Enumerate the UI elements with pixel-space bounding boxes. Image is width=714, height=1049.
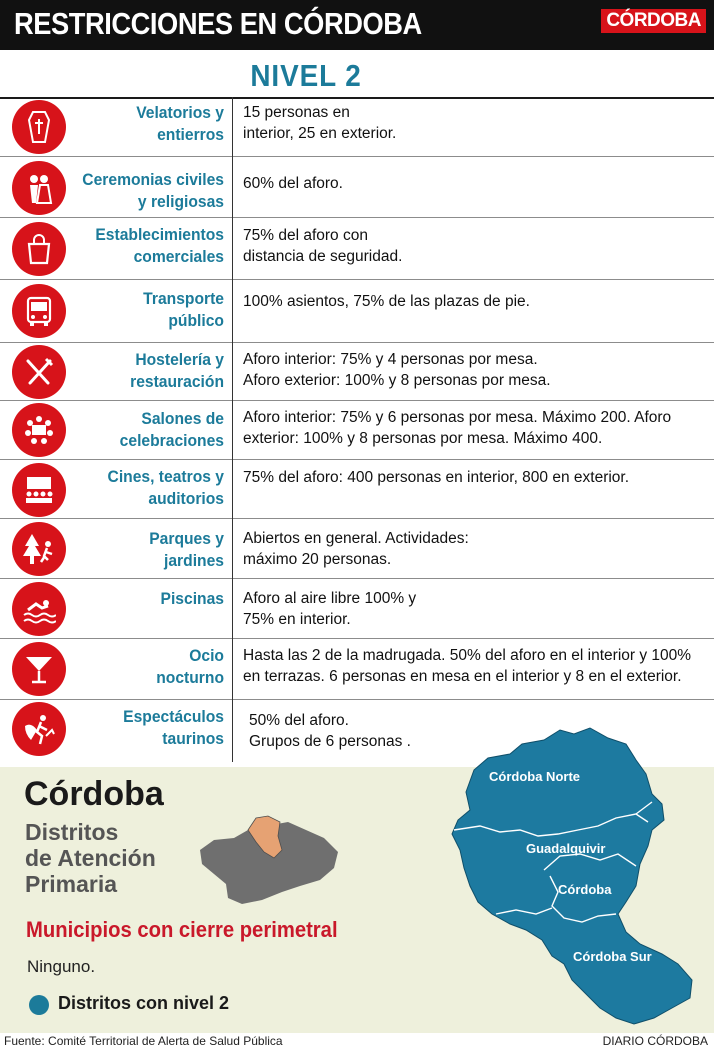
category-label: Hostelería y bbox=[135, 350, 224, 369]
category-label: nocturno bbox=[156, 668, 224, 687]
legend-label: Distritos con nivel 2 bbox=[58, 993, 230, 1013]
restriction-text: 50% del aforo. bbox=[249, 712, 349, 729]
cinema-audience-icon bbox=[12, 463, 66, 517]
wedding-couple-icon bbox=[12, 161, 66, 215]
credit-note: DIARIO CÓRDOBA bbox=[602, 1034, 708, 1048]
subtitle-line: Distritos bbox=[25, 819, 119, 845]
category-label: Salones de bbox=[141, 409, 224, 428]
restriction-text: interior, 25 en exterior. bbox=[243, 125, 397, 142]
cordoba-districts-map bbox=[451, 727, 693, 1025]
table-row: Parques y jardines Abiertos en general. A… bbox=[0, 519, 714, 579]
shopping-bag-icon bbox=[12, 222, 66, 276]
coffin-icon bbox=[12, 100, 66, 154]
category-label: público bbox=[168, 311, 224, 330]
table-row: Hostelería y restauración Aforo interior:… bbox=[0, 343, 714, 401]
legend-swatch bbox=[29, 995, 49, 1015]
banquet-table-icon bbox=[12, 403, 66, 457]
fork-knife-icon bbox=[12, 345, 66, 399]
map-label-north: Córdoba Norte bbox=[489, 769, 580, 784]
category-label: Parques y bbox=[149, 529, 224, 548]
restriction-text: en terrazas. 6 personas en mesa en el in… bbox=[243, 668, 682, 685]
footer: Fuente: Comité Territorial de Alerta de … bbox=[0, 1033, 714, 1049]
table-row: Establecimientos comerciales 75% del afor… bbox=[0, 218, 714, 280]
category-label: Velatorios y bbox=[136, 103, 224, 122]
divider bbox=[0, 97, 714, 99]
map-label-cordoba: Córdoba bbox=[558, 882, 612, 897]
restriction-text: distancia de seguridad. bbox=[243, 248, 403, 265]
restriction-text: Aforo interior: 75% y 6 personas por mes… bbox=[243, 409, 672, 426]
park-runner-icon bbox=[12, 522, 66, 576]
province-title: Córdoba bbox=[24, 775, 164, 813]
restriction-text: 75% del aforo: 400 personas en interior,… bbox=[243, 469, 630, 486]
subtitle-line: de Atención bbox=[25, 845, 156, 871]
map-label-guadalquivir: Guadalquivir bbox=[526, 841, 606, 856]
bus-icon bbox=[12, 284, 66, 338]
category-label: Piscinas bbox=[160, 589, 224, 608]
restriction-text: 100% asientos, 75% de las plazas de pie. bbox=[243, 293, 530, 310]
category-label: Establecimientos bbox=[95, 225, 224, 244]
category-label: restauración bbox=[130, 372, 224, 391]
swimmer-icon bbox=[12, 582, 66, 636]
table-row: Salones de celebraciones Aforo interior: … bbox=[0, 401, 714, 460]
source-note: Fuente: Comité Territorial de Alerta de … bbox=[4, 1034, 283, 1048]
restriction-text: Hasta las 2 de la madrugada. 50% del afo… bbox=[243, 647, 692, 664]
andalusia-locator-map bbox=[200, 815, 338, 904]
category-label: celebraciones bbox=[119, 431, 224, 450]
table-row: Piscinas Aforo al aire libre 100% y 75% e… bbox=[0, 579, 714, 639]
restriction-text: Aforo interior: 75% y 4 personas por mes… bbox=[243, 351, 538, 368]
subtitle-line: Primaria bbox=[25, 871, 118, 897]
restriction-text: 60% del aforo. bbox=[243, 175, 343, 192]
newspaper-logo: CÓRDOBA bbox=[601, 9, 706, 33]
page-title: RESTRICCIONES EN CÓRDOBA bbox=[14, 6, 422, 41]
restriction-text: Abiertos en general. Actividades: bbox=[243, 530, 469, 547]
column-divider bbox=[232, 97, 233, 762]
restriction-text: 15 personas en bbox=[243, 104, 350, 121]
restriction-text: exterior: 100% y 8 personas por mesa. Má… bbox=[243, 430, 603, 447]
category-label: Ocio bbox=[189, 646, 224, 665]
restriction-text: 75% del aforo con bbox=[243, 227, 368, 244]
level-title: NIVEL 2 bbox=[250, 58, 362, 93]
category-label: comerciales bbox=[133, 247, 224, 266]
perimeter-value: Ninguno. bbox=[27, 957, 96, 976]
restriction-text: Aforo al aire libre 100% y bbox=[243, 590, 417, 607]
header-bar: RESTRICCIONES EN CÓRDOBA CÓRDOBA bbox=[0, 0, 714, 50]
table-row: Ocio nocturno Hasta las 2 de la madrugada… bbox=[0, 639, 714, 700]
perimeter-title: Municipios con cierre perimetral bbox=[26, 917, 338, 942]
restriction-text: Grupos de 6 personas . bbox=[249, 733, 411, 750]
table-row: Espectáculos taurinos 50% del aforo. Grupo… bbox=[0, 700, 714, 762]
category-label: taurinos bbox=[162, 729, 224, 748]
category-label: y religiosas bbox=[137, 192, 224, 211]
table-row: Cines, teatros y auditorios 75% del aforo… bbox=[0, 460, 714, 519]
table-row: Velatorios y entierros 15 personas en inte… bbox=[0, 97, 714, 157]
restriction-text: 75% en interior. bbox=[243, 611, 351, 628]
category-label: Cines, teatros y bbox=[107, 467, 224, 486]
restriction-text: Aforo exterior: 100% y 8 personas por me… bbox=[243, 372, 551, 389]
map-label-south: Córdoba Sur bbox=[573, 949, 652, 964]
cocktail-glass-icon bbox=[12, 642, 66, 696]
table-row: Ceremonias civiles y religiosas 60% del a… bbox=[0, 157, 714, 218]
category-label: Ceremonias civiles bbox=[82, 170, 224, 189]
category-label: Transporte bbox=[143, 289, 224, 308]
table-row: Transporte público 100% asientos, 75% de … bbox=[0, 280, 714, 343]
category-label: auditorios bbox=[148, 489, 224, 508]
bullfighter-icon bbox=[12, 702, 66, 756]
districts-subtitle: Distritos de Atención Primaria bbox=[25, 819, 225, 897]
restriction-text: máximo 20 personas. bbox=[243, 551, 392, 568]
category-label: entierros bbox=[157, 125, 224, 144]
category-label: jardines bbox=[164, 551, 224, 570]
category-label: Espectáculos bbox=[123, 707, 224, 726]
